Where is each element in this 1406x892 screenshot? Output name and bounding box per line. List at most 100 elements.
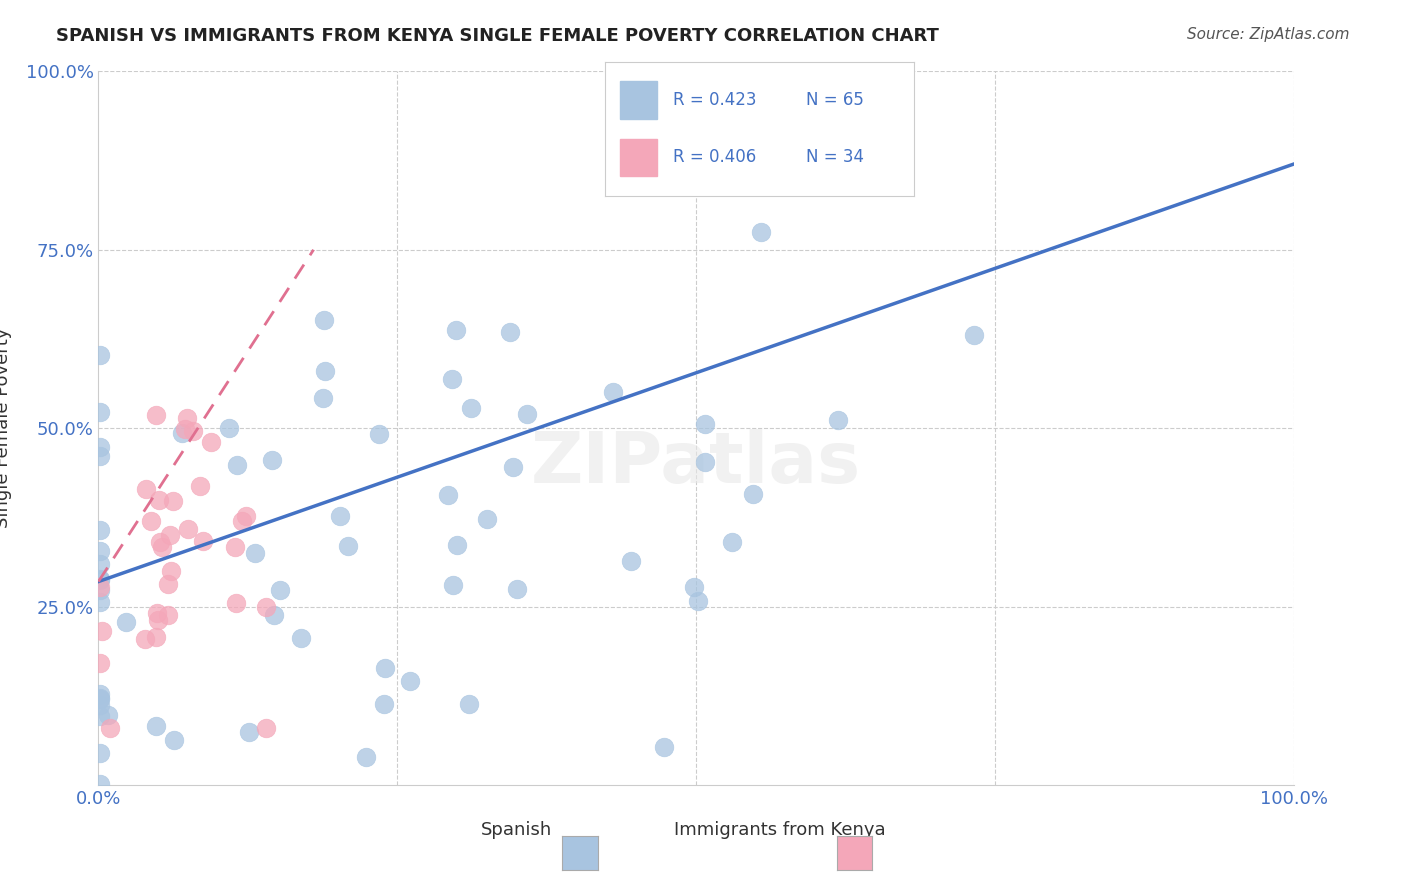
Point [89, 572, 111, 586]
Point [290, 632, 312, 646]
Text: R = 0.423: R = 0.423 [672, 91, 756, 109]
Point [441, 371, 464, 385]
Point [225, 596, 247, 610]
Point [90, 624, 112, 638]
Point [686, 593, 709, 607]
Point [89, 777, 111, 791]
Point [238, 725, 260, 739]
Text: R = 0.406: R = 0.406 [672, 148, 756, 167]
Point [115, 615, 138, 629]
FancyBboxPatch shape [620, 139, 657, 177]
Point [329, 508, 352, 523]
Point [163, 733, 186, 747]
Point [134, 632, 156, 646]
Point [89, 580, 111, 594]
Point [89, 691, 111, 706]
Point [827, 412, 849, 426]
Point [602, 385, 624, 400]
Text: N = 65: N = 65 [806, 91, 863, 109]
Point [314, 363, 336, 377]
Point [98, 721, 122, 735]
Point [89, 698, 111, 713]
Point [368, 426, 391, 441]
Point [516, 408, 538, 422]
Point [188, 478, 211, 492]
Point [89, 348, 111, 362]
Point [441, 578, 464, 592]
Point [148, 493, 170, 508]
Point [695, 417, 717, 431]
Point [226, 458, 249, 473]
Point [254, 721, 277, 735]
Point [354, 749, 377, 764]
Point [200, 435, 222, 450]
Text: SPANISH VS IMMIGRANTS FROM KENYA SINGLE FEMALE POVERTY CORRELATION CHART: SPANISH VS IMMIGRANTS FROM KENYA SINGLE … [56, 27, 939, 45]
Point [89, 746, 111, 760]
Point [135, 482, 157, 496]
Point [373, 697, 395, 711]
Point [145, 631, 167, 645]
Point [176, 411, 198, 425]
Point [89, 687, 111, 701]
Point [89, 557, 111, 571]
Point [374, 661, 396, 675]
Point [89, 656, 111, 670]
Point [337, 539, 360, 553]
Point [652, 739, 675, 754]
Point [502, 459, 524, 474]
Point [156, 608, 179, 623]
Point [89, 595, 111, 609]
Point [446, 322, 468, 336]
Point [89, 708, 111, 723]
Point [89, 544, 111, 558]
Point [89, 582, 111, 597]
Point [749, 225, 772, 239]
Point [260, 452, 283, 467]
Point [460, 401, 482, 416]
Point [145, 719, 167, 733]
Text: ZIPatlas: ZIPatlas [531, 429, 860, 499]
Point [160, 564, 183, 578]
Text: N = 34: N = 34 [806, 148, 863, 167]
Point [683, 580, 706, 594]
Point [457, 697, 479, 711]
Point [89, 692, 111, 706]
Text: Immigrants from Kenya: Immigrants from Kenya [673, 821, 886, 838]
Point [311, 391, 333, 405]
Point [231, 514, 253, 528]
Point [218, 421, 240, 435]
Point [89, 523, 111, 537]
Point [477, 511, 499, 525]
Point [146, 614, 169, 628]
Point [499, 325, 522, 339]
Text: Source: ZipAtlas.com: Source: ZipAtlas.com [1187, 27, 1350, 42]
Point [97, 708, 120, 723]
Point [156, 576, 179, 591]
Point [399, 674, 422, 689]
Point [312, 313, 335, 327]
Point [506, 582, 529, 596]
Point [245, 546, 267, 560]
Point [89, 405, 111, 419]
Text: Spanish: Spanish [481, 821, 553, 838]
Point [183, 424, 205, 438]
Point [89, 449, 111, 463]
Point [146, 606, 169, 620]
Point [962, 327, 984, 342]
Point [89, 573, 111, 587]
Point [620, 554, 643, 568]
Point [162, 494, 184, 508]
Point [742, 487, 765, 501]
Point [89, 440, 111, 454]
Point [224, 540, 246, 554]
Point [191, 533, 214, 548]
Point [235, 509, 257, 524]
Point [176, 522, 198, 536]
Point [149, 534, 172, 549]
Point [269, 582, 291, 597]
Point [254, 599, 277, 614]
Point [695, 455, 717, 469]
Point [159, 528, 181, 542]
Point [446, 538, 468, 552]
Point [139, 514, 162, 528]
